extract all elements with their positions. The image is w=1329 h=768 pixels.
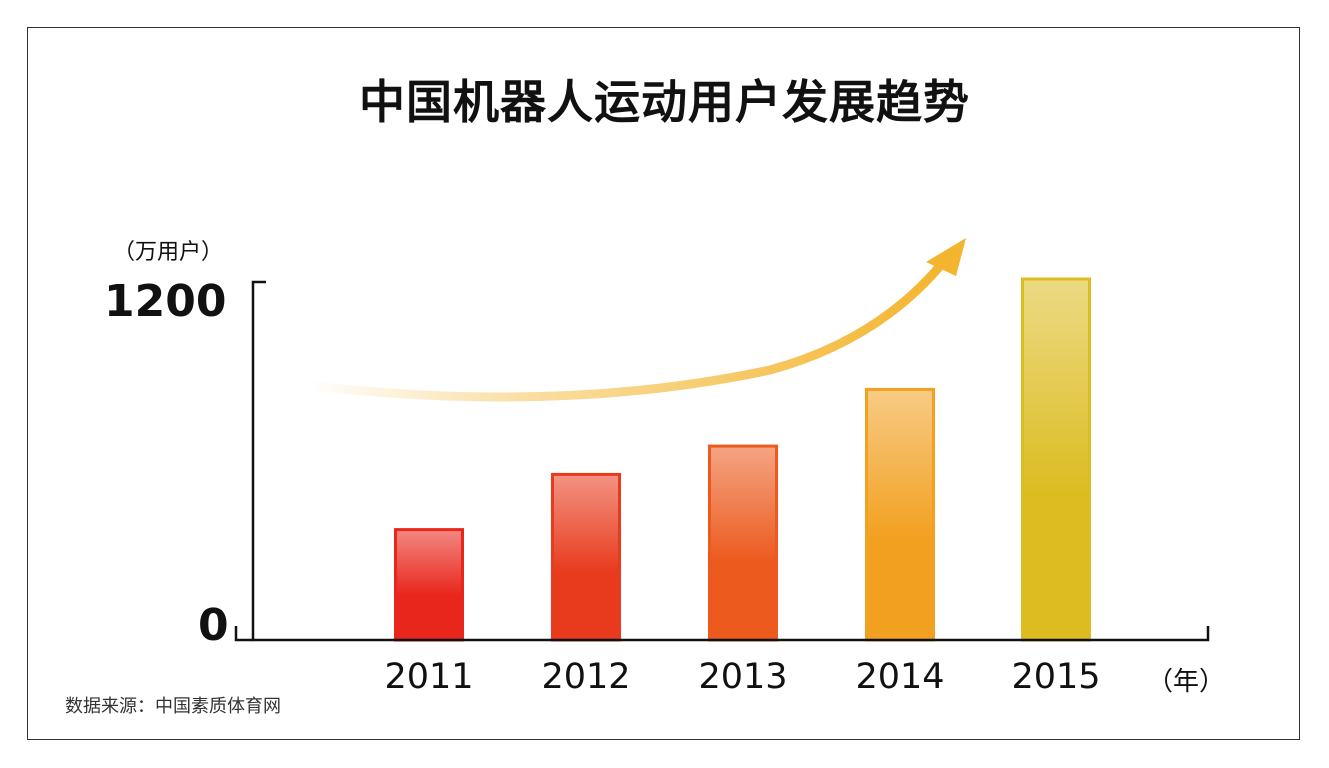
y-tick-label-max: 1200 [104, 276, 227, 327]
bar-2015 [1021, 277, 1091, 642]
x-tick-label-2013: 2013 [698, 657, 787, 697]
y-axis-unit-label: （万用户） [113, 240, 224, 265]
bar-2013 [708, 444, 778, 642]
trend-arrow-icon [300, 238, 966, 402]
data-source-note: 数据来源：中国素质体育网 [65, 696, 281, 717]
x-tick-label-2014: 2014 [855, 657, 944, 697]
y-tick-label-min: 0 [198, 600, 229, 651]
bar-2012 [551, 472, 621, 642]
x-axis-unit-label: （年） [1147, 667, 1226, 697]
bar-2014 [865, 387, 935, 642]
x-tick-label-2011: 2011 [384, 657, 473, 697]
axes [234, 280, 1210, 642]
axis-zero-bracket [234, 626, 253, 642]
x-tick-label-2015: 2015 [1011, 657, 1100, 697]
x-tick-label-2012: 2012 [541, 657, 630, 697]
bar-2011 [394, 528, 464, 642]
chart-title: 中国机器人运动用户发展趋势 [359, 75, 970, 129]
chart-frame [27, 27, 1300, 740]
